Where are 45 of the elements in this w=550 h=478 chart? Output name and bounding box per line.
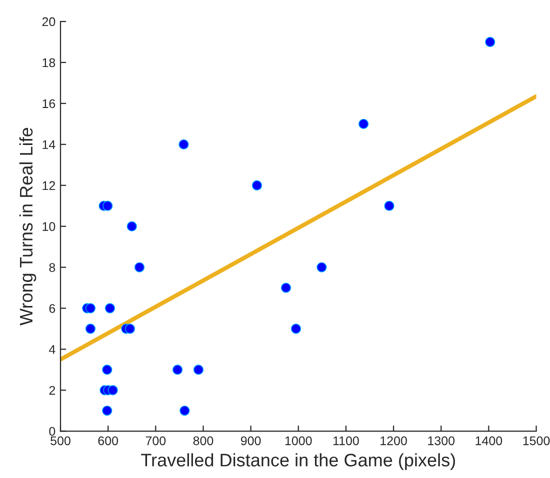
y-tick-label: 0 — [49, 426, 56, 436]
point — [108, 385, 118, 396]
point — [172, 364, 183, 375]
y-tick-label: 20 — [42, 17, 56, 26]
x-axis-title: Travelled Distance in the Game (pixels) — [141, 453, 455, 470]
x-tick-label: 1400 — [476, 436, 502, 446]
point — [280, 282, 292, 293]
x-tick-label: 1300 — [428, 436, 455, 446]
point — [126, 221, 137, 232]
y-axis-title: Wrong Turns in Real Life — [19, 128, 36, 326]
x-tick-label: 500 — [50, 436, 70, 446]
point — [85, 324, 96, 334]
point — [178, 139, 189, 150]
point — [104, 303, 116, 314]
point — [290, 324, 302, 334]
x-tick-label: 1100 — [333, 436, 359, 446]
point — [102, 406, 112, 416]
point — [102, 364, 112, 375]
x-tick-label: 1200 — [380, 436, 407, 446]
y-tick-label: 12 — [42, 181, 56, 190]
x-tick-label: 700 — [146, 436, 166, 446]
point — [384, 200, 394, 211]
point — [358, 118, 369, 129]
point — [124, 324, 136, 334]
y-tick-label: 10 — [42, 222, 56, 231]
x-tick-label: 900 — [240, 436, 261, 446]
y-tick-label: 2 — [49, 386, 56, 395]
y-tick-label: 16 — [42, 99, 56, 108]
y-tick-label: 14 — [42, 140, 56, 149]
point — [252, 180, 262, 190]
y-tick-label: 8 — [49, 263, 56, 272]
point — [193, 364, 204, 375]
x-tick-label: 1000 — [285, 436, 312, 446]
point — [485, 36, 496, 48]
point — [180, 406, 190, 416]
y-tick-label: 4 — [48, 345, 56, 354]
point — [316, 262, 327, 272]
y-tick-label: 6 — [49, 304, 56, 313]
x-tick-label: 600 — [98, 436, 118, 446]
point — [134, 262, 145, 272]
point — [85, 303, 96, 314]
x-tick-label: 1500 — [523, 436, 550, 446]
x-tick-label: 800 — [193, 436, 214, 446]
y-tick-label: 18 — [42, 58, 56, 68]
point — [102, 200, 113, 211]
